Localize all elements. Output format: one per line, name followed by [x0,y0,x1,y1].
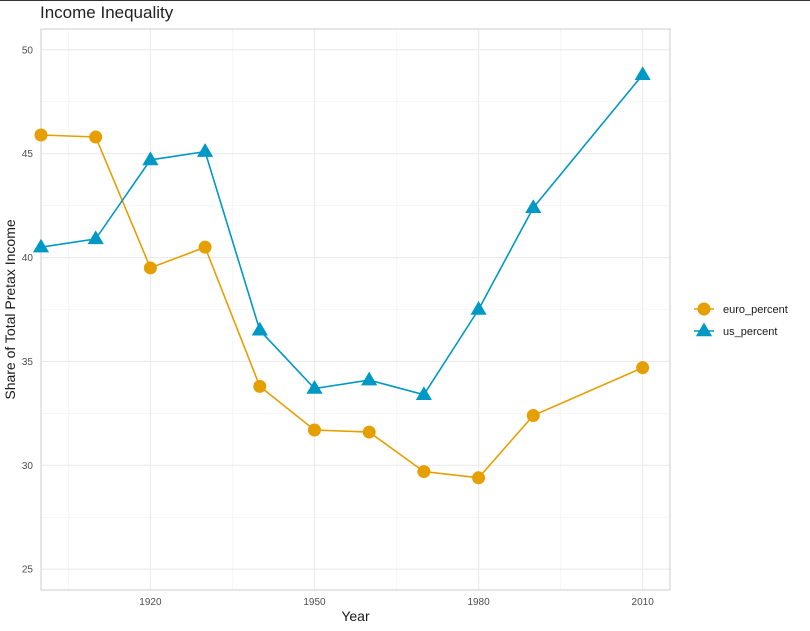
series-euro_percent [34,128,650,485]
data-point-triangle [470,301,487,315]
data-point-triangle [142,151,159,166]
legend-key-circle [697,302,711,316]
data-point-circle [417,465,431,479]
top-border [0,0,810,1]
data-point-circle [526,408,540,422]
y-tick-label: 45 [22,149,34,160]
data-point-circle [198,240,212,254]
data-point-triangle [251,321,268,336]
series-line-us_percent [40,74,644,396]
x-tick-label: 2010 [632,597,655,608]
chart-title: Income Inequality [40,3,174,22]
legend: euro_percent us_percent [694,302,788,338]
y-tick-label: 50 [22,45,34,56]
x-tick-label: 1920 [139,597,162,608]
data-point-triangle [415,386,432,400]
x-tick-label: 1980 [467,597,490,608]
data-point-triangle [32,238,50,253]
data-point-triangle [87,230,104,245]
legend-item-us_percent: us_percent [694,322,777,338]
series-us_percent [32,66,651,400]
data-point-circle [636,361,650,375]
legend-label: us_percent [723,326,777,338]
grid-lines [41,29,670,590]
y-tick-label: 35 [22,357,34,368]
y-tick-label: 40 [22,253,34,264]
legend-label: euro_percent [723,304,788,316]
y-axis-title: Share of Total Pretax Income [2,219,18,399]
y-tick-label: 25 [22,565,34,576]
data-point-triangle [525,199,542,213]
legend-item-euro_percent: euro_percent [694,302,788,316]
legend-key-triangle [695,322,713,337]
data-point-triangle [306,380,323,394]
data-point-circle [253,379,267,393]
plot-panel-border [40,28,671,591]
data-point-circle [307,423,321,437]
data-point-triangle [197,143,214,157]
data-point-circle [472,471,486,485]
data-point-circle [362,425,376,439]
axis-ticks: 1920 1950 1980 2010 25 30 35 40 45 50 [22,45,654,608]
data-point-circle [89,130,103,144]
data-point-circle [34,128,48,142]
series-layer [32,66,651,485]
data-point-circle [143,261,157,275]
y-tick-label: 30 [22,461,34,472]
data-point-triangle [361,371,378,386]
x-tick-label: 1950 [303,597,326,608]
x-axis-title: Year [341,608,370,624]
data-point-triangle [634,66,651,80]
